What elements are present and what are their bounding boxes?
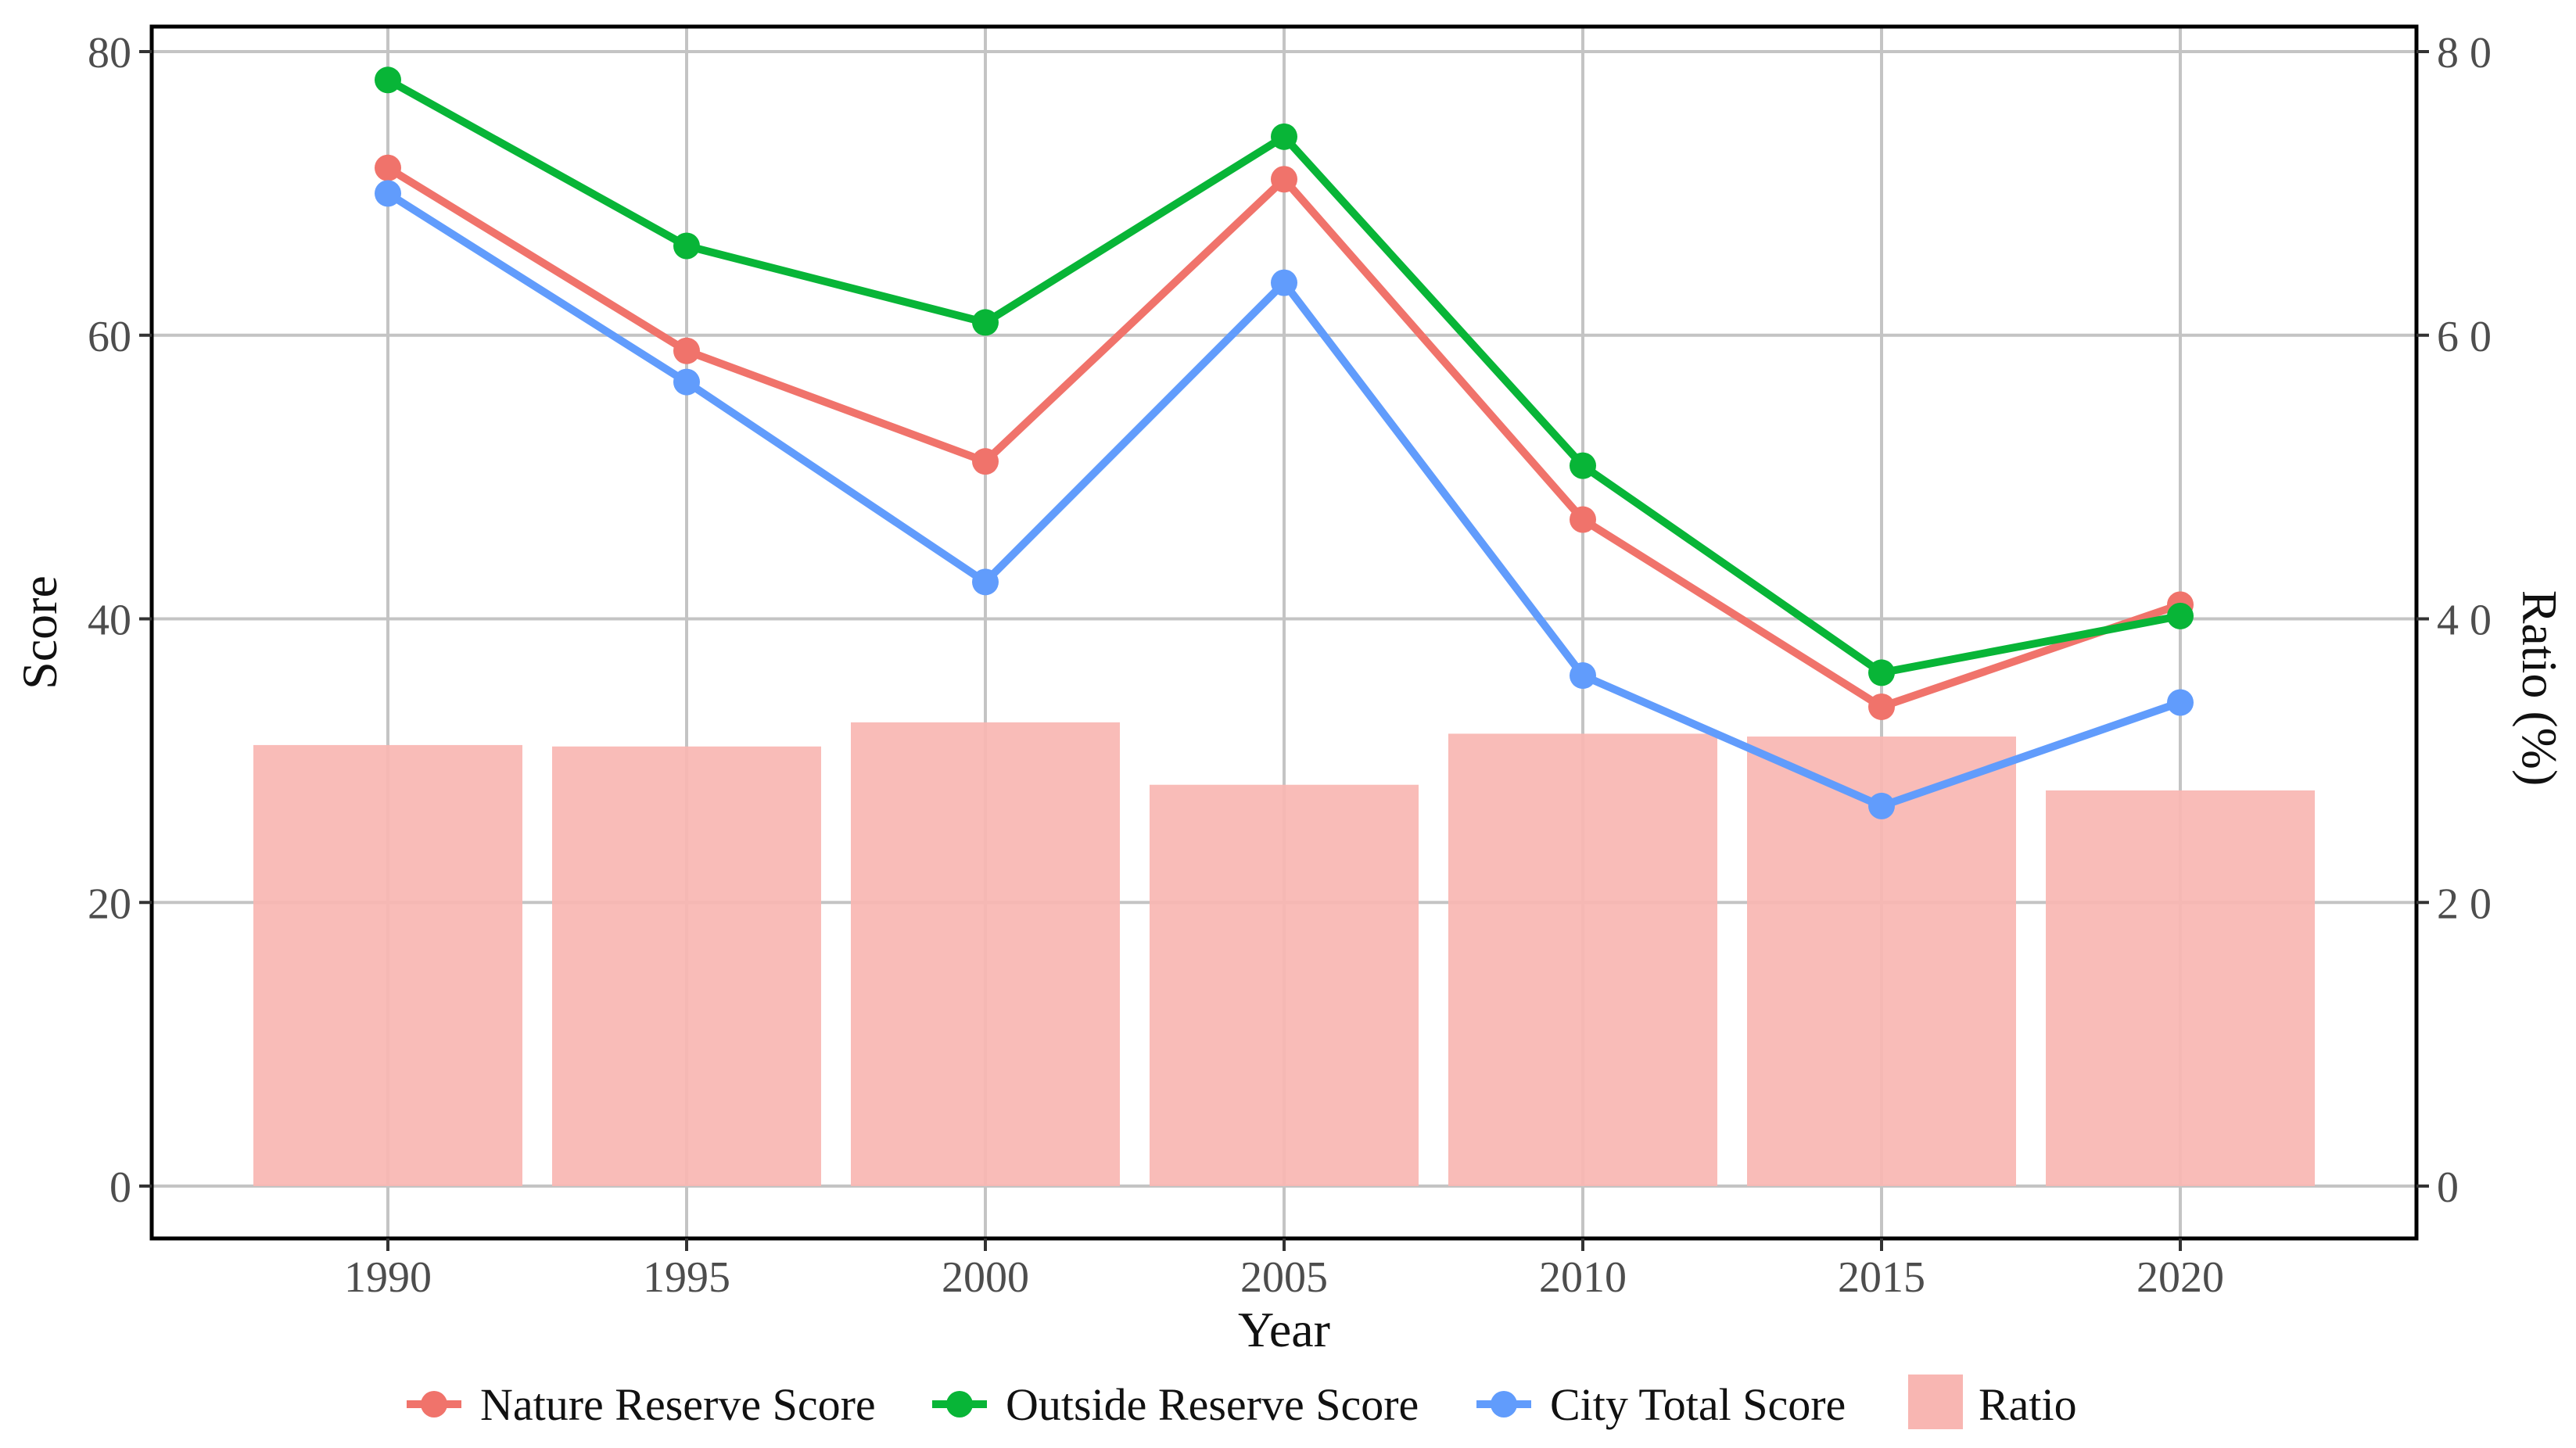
data-point [972, 568, 999, 596]
x-tick-label: 1995 [643, 1253, 730, 1302]
legend: Nature Reserve Score Outside Reserve Scor… [407, 1375, 2077, 1430]
y-tick-label: 20 [88, 880, 131, 928]
y-tick-label: 0 [109, 1163, 131, 1212]
legend-label: Ratio [1979, 1379, 2077, 1430]
data-point [1570, 662, 1596, 690]
legend-key-ratio [1908, 1375, 1963, 1429]
legend-key-point [946, 1391, 973, 1418]
y2-ticks-layer: 0 2 0 4 0 6 0 8 0 [2416, 29, 2492, 1212]
legend-label: Outside Reserve Score [1006, 1379, 1419, 1430]
y-tick-label: 40 [88, 597, 131, 645]
data-point [1271, 166, 1297, 193]
legend-label: City Total Score [1550, 1379, 1846, 1430]
y-ticks-layer: 0 20 40 60 80 [88, 29, 152, 1212]
x-tick-label: 2005 [1240, 1253, 1328, 1302]
y-tick-label: 60 [88, 313, 131, 361]
data-point [1868, 792, 1895, 819]
data-point [2167, 689, 2194, 716]
x-axis-title: Year [1238, 1302, 1330, 1357]
x-tick-label: 2010 [1539, 1253, 1627, 1302]
x-tick-label: 2020 [2137, 1253, 2224, 1302]
bars-layer [253, 722, 2315, 1186]
ratio-bar [1448, 733, 1717, 1186]
data-point [673, 337, 700, 364]
x-tick-label: 2000 [942, 1253, 1029, 1302]
legend-key-point [1491, 1391, 1517, 1418]
data-point [375, 154, 401, 181]
data-point [1868, 693, 1895, 720]
data-point [673, 232, 700, 260]
data-point [1271, 123, 1297, 150]
data-point [972, 309, 999, 336]
legend-label: Nature Reserve Score [480, 1379, 876, 1430]
y2-tick-label: 8 0 [2437, 29, 2492, 77]
y-axis-title: Score [12, 575, 67, 690]
x-tick-label: 1990 [344, 1253, 432, 1302]
legend-key-point [421, 1391, 447, 1418]
ratio-bar [2046, 790, 2315, 1186]
data-point [2167, 602, 2194, 629]
y2-tick-label: 2 0 [2437, 880, 2492, 928]
ratio-bar [1150, 784, 1419, 1186]
x-ticks-layer: 1990 1995 2000 2005 2010 2015 2020 [344, 1238, 2224, 1302]
data-point [1570, 506, 1596, 533]
data-point [673, 368, 700, 396]
data-point [1570, 452, 1596, 479]
ratio-bar [253, 744, 522, 1186]
ratio-bar [552, 746, 821, 1186]
y2-axis-title: Ratio (%) [2512, 590, 2567, 787]
data-point [375, 180, 401, 207]
y2-tick-label: 4 0 [2437, 597, 2492, 645]
grid-layer [152, 27, 2416, 1238]
x-tick-label: 2015 [1838, 1253, 1925, 1302]
y-tick-label: 80 [88, 29, 131, 77]
data-point [1868, 659, 1895, 686]
y2-tick-label: 6 0 [2437, 313, 2492, 361]
data-point [972, 448, 999, 475]
y2-tick-label: 0 [2437, 1163, 2459, 1212]
data-point [1271, 269, 1297, 296]
ratio-bar [851, 722, 1120, 1186]
data-point [375, 66, 401, 94]
points-layer [375, 66, 2194, 819]
